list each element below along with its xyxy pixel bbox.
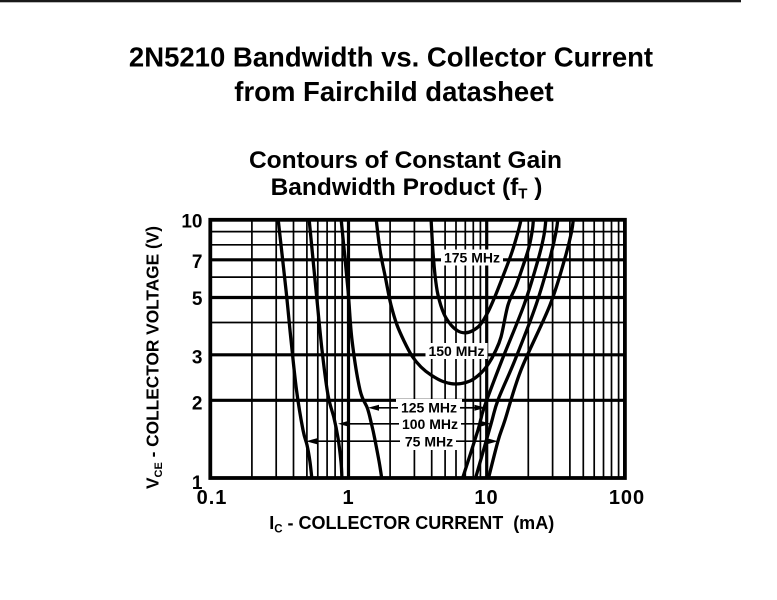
svg-text:2: 2	[192, 393, 203, 414]
svg-text:3: 3	[192, 348, 203, 369]
svg-text:0.1: 0.1	[197, 487, 228, 509]
svg-text:7: 7	[192, 252, 203, 273]
svg-text:VCE - COLLECTOR VOLTAGE (V): VCE - COLLECTOR VOLTAGE (V)	[143, 226, 166, 489]
svg-text:150 MHz: 150 MHz	[428, 343, 484, 359]
svg-text:5: 5	[192, 289, 203, 310]
svg-text:Bandwidth Product (fT ): Bandwidth Product (fT )	[271, 174, 543, 203]
svg-text:IC - COLLECTOR CURRENT (mA): IC - COLLECTOR CURRENT (mA)	[269, 513, 554, 536]
svg-text:125 MHz: 125 MHz	[401, 400, 457, 416]
svg-text:75 MHz: 75 MHz	[405, 433, 453, 449]
svg-text:Contours of Constant Gain: Contours of Constant Gain	[249, 147, 562, 174]
svg-text:1: 1	[192, 473, 203, 494]
svg-text:10: 10	[181, 212, 202, 233]
svg-text:1: 1	[342, 487, 354, 509]
svg-text:100 MHz: 100 MHz	[402, 416, 458, 432]
svg-text:from Fairchild datasheet: from Fairchild datasheet	[234, 76, 553, 107]
svg-text:175 MHz: 175 MHz	[444, 250, 500, 266]
svg-text:100: 100	[609, 487, 645, 509]
svg-text:2N5210 Bandwidth vs. Collector: 2N5210 Bandwidth vs. Collector Current	[129, 42, 653, 73]
svg-text:10: 10	[474, 487, 498, 509]
